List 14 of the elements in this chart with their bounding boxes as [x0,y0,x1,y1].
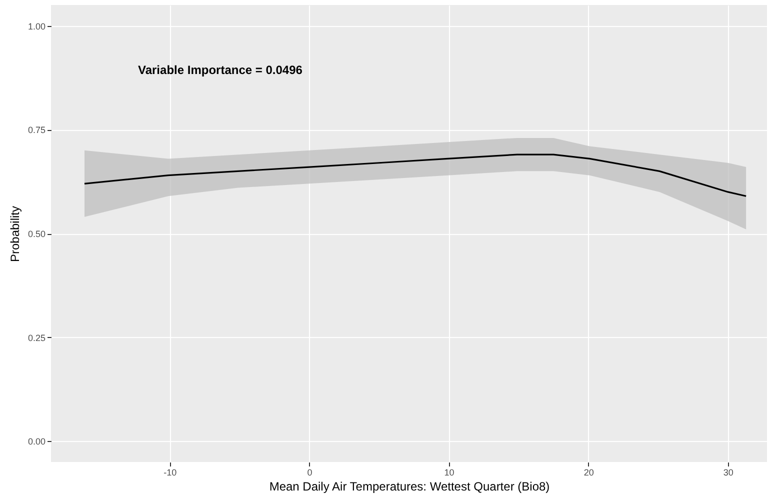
y-tick-label: 1.00 [28,21,46,32]
y-tick-label: 0.75 [28,125,46,136]
x-tick-label: 0 [307,468,312,478]
y-tick-label: 0.25 [28,332,46,343]
line-series [84,154,747,197]
x-tick-label: 20 [584,468,594,478]
y-tick-label: 0.00 [28,436,46,447]
x-tick-label: -10 [164,468,177,478]
x-tick-label: 30 [723,468,734,478]
x-axis-title: Mean Daily Air Temperatures: Wettest Quarter (Bio8) [269,480,550,494]
x-tick-label: 10 [444,468,454,478]
annotation: Variable Importance = 0.0496 [138,63,303,77]
y-tick-label: 0.50 [28,229,46,239]
y-axis-title: Probability [8,206,22,262]
